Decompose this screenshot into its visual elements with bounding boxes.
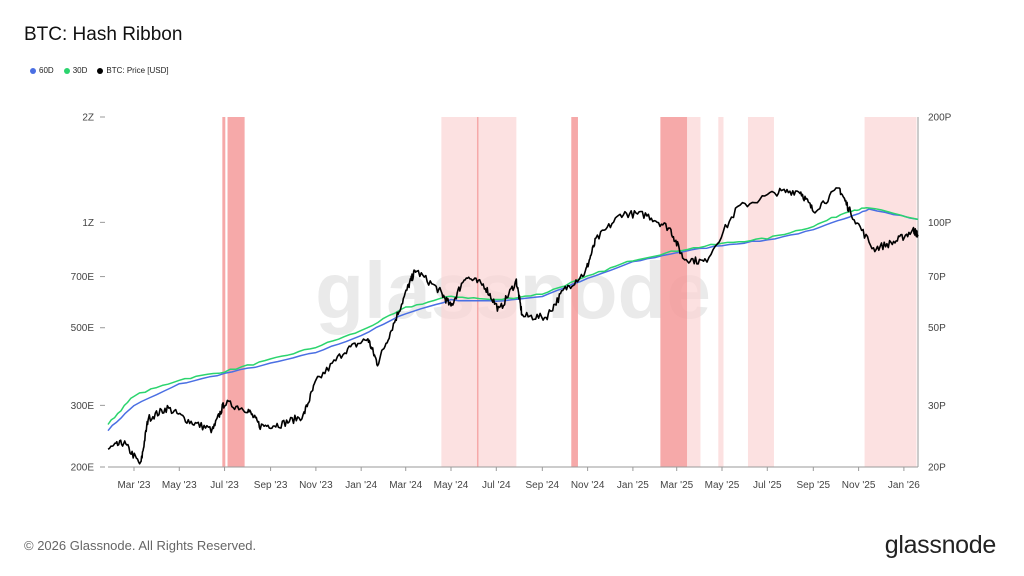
x-tick-label-0: Mar '23 [117,480,150,491]
glassnode-logo[interactable]: glassnode [884,531,997,559]
highlight-band-3 [476,117,479,467]
x-tick-label-15: Sep '25 [797,480,831,491]
btc-price-line [107,187,919,465]
x-tick-label-2: Jul '23 [210,480,239,491]
left-tick-label-4: 300E [71,401,95,412]
copyright-text: © 2026 Glassnode. All Rights Reserved. [24,538,257,553]
left-tick-label-0: 2Z [82,113,94,124]
highlight-band-7 [687,117,701,467]
highlight-band-1 [227,117,245,467]
right-tick-label-4: 30P [928,401,946,412]
x-tick-label-3: Sep '23 [254,480,288,491]
right-tick-label-3: 50P [928,323,946,334]
chart-title: BTC: Hash Ribbon [24,24,183,45]
x-tick-label-16: Nov '25 [842,480,876,491]
highlight-band-10 [864,117,917,467]
highlight-band-5 [571,117,578,467]
x-tick-label-9: Sep '24 [526,480,560,491]
left-tick-label-3: 500E [71,323,95,334]
x-tick-label-5: Jan '24 [345,480,377,491]
right-tick-label-5: 20P [928,463,946,474]
legend-item-30d[interactable]: 30D [63,66,88,75]
left-tick-label-2: 700E [71,272,95,283]
right-tick-label-0: 200P [928,113,952,124]
x-tick-label-8: Jul '24 [482,480,511,491]
highlight-band-6 [660,117,688,467]
x-tick-label-10: Nov '24 [571,480,605,491]
legend-item-60d[interactable]: 60D [30,66,54,75]
legend-label-60d: 60D [39,66,54,75]
left-tick-label-5: 200E [71,463,95,474]
x-tick-label-13: May '25 [705,480,740,491]
legend-label-price: BTC: Price [USD] [106,66,169,75]
left-tick-label-1: 1Z [82,218,94,229]
highlight-band-4 [478,117,517,467]
highlight-band-9 [747,117,774,467]
x-tick-label-1: May '23 [162,480,197,491]
right-tick-label-1: 100P [928,218,952,229]
x-tick-label-4: Nov '23 [299,480,333,491]
legend-item-price[interactable]: BTC: Price [USD] [97,66,169,75]
x-tick-label-7: May '24 [434,480,469,491]
legend-label-30d: 30D [72,66,88,75]
x-tick-label-17: Jan '26 [888,480,920,491]
x-tick-label-6: Mar '24 [389,480,422,491]
legend-dot-price [97,67,104,74]
legend-dot-30d [63,67,70,74]
x-tick-label-12: Mar '25 [660,480,693,491]
highlight-band-0 [222,117,226,467]
x-tick-label-11: Jan '25 [617,480,649,491]
highlight-band-8 [718,117,724,467]
legend-dot-60d [30,67,36,74]
x-tick-label-14: Jul '25 [753,480,782,491]
highlight-band-2 [441,117,477,467]
right-tick-label-2: 70P [928,272,946,283]
chart-legend: 60D 30D BTC: Price [USD] [30,66,169,75]
